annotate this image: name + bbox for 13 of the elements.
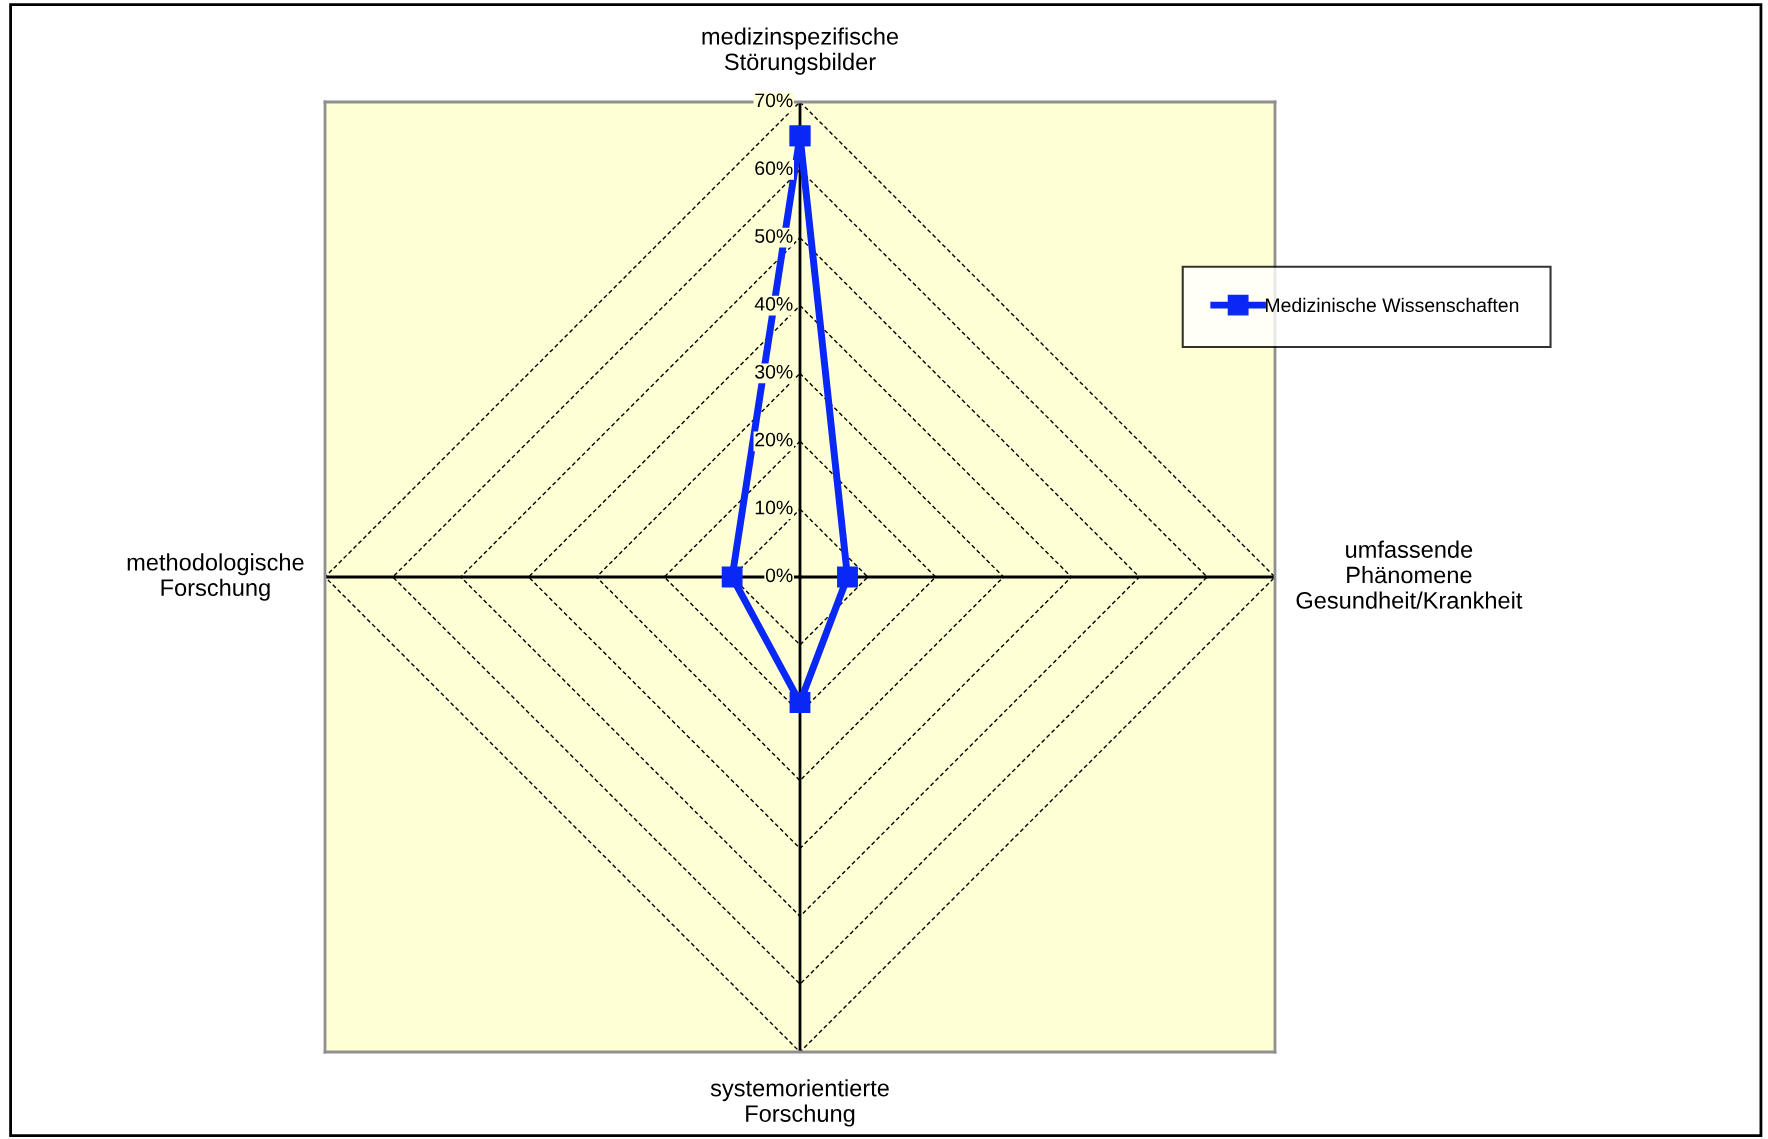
y-tick-label: 40% xyxy=(754,297,793,311)
y-tick-label: 50% xyxy=(755,229,793,243)
spoke-label: medizinspezifische Störungsbilder xyxy=(702,27,899,75)
y-tick-label: 0% xyxy=(765,568,793,583)
y-tick-label: 10% xyxy=(755,500,793,515)
y-tick-label: 60% xyxy=(755,161,793,176)
legend-label: Medizinische Wissenschaften xyxy=(1265,297,1519,313)
spoke-label: systemorientierte Forschung xyxy=(710,1079,889,1127)
y-tick-label: 20% xyxy=(755,432,793,447)
spoke-label: methodologische Forschung xyxy=(127,553,304,601)
spoke-label: umfassende Phänomene Gesundheit/Krankheit xyxy=(1296,540,1523,609)
y-tick-label: 30% xyxy=(755,364,793,379)
y-tick-label: 70% xyxy=(755,93,793,108)
